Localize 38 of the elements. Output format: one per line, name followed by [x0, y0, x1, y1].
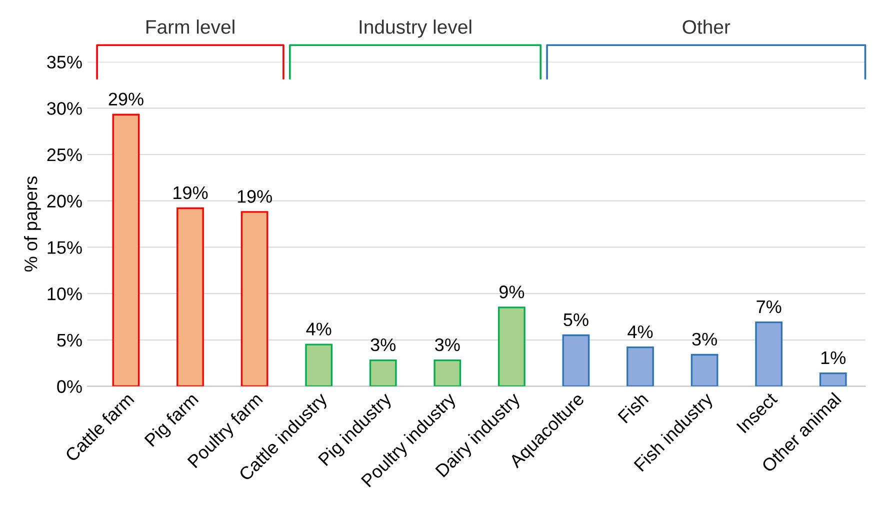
bar: [626, 346, 654, 386]
y-tick-label: 35%: [47, 56, 82, 69]
y-tick-label: 0%: [57, 380, 82, 393]
data-label: 1%: [821, 351, 846, 364]
y-tick-label: 15%: [48, 241, 82, 254]
bar: [755, 321, 783, 386]
y-axis-title: % of papers: [24, 176, 41, 272]
y-tick-label: 20%: [47, 194, 82, 208]
data-label: 7%: [756, 300, 782, 314]
text: Industry level: [360, 20, 472, 38]
bar: [176, 207, 204, 386]
y-tick-label: 25%: [47, 148, 82, 162]
data-label: 4%: [628, 325, 653, 338]
bar: [112, 114, 140, 386]
y-tick-label: 30%: [47, 102, 82, 115]
x-tick-label: Pig farm: [144, 392, 202, 450]
bar: [434, 359, 462, 386]
data-label: 3%: [370, 338, 396, 352]
data-label: 3%: [435, 338, 460, 352]
bar: [562, 334, 590, 386]
data-label: 19%: [174, 186, 208, 200]
data-label: 9%: [499, 286, 524, 298]
text: Farm level: [146, 20, 234, 34]
x-tick-label: Fish: [617, 392, 649, 424]
y-tick-label: 5%: [57, 334, 82, 347]
bar: [690, 354, 718, 386]
data-label: 19%: [238, 190, 272, 203]
bar: [498, 306, 526, 386]
data-label: 29%: [108, 92, 144, 106]
bar: [369, 359, 397, 386]
y-tick-label: 10%: [48, 287, 82, 300]
bar: [819, 372, 847, 386]
data-label: 5%: [564, 313, 588, 326]
data-label: 3%: [692, 332, 717, 346]
text: Other: [682, 20, 730, 34]
bar: [240, 211, 268, 386]
data-label: 4%: [306, 322, 332, 336]
bar: [305, 344, 333, 386]
